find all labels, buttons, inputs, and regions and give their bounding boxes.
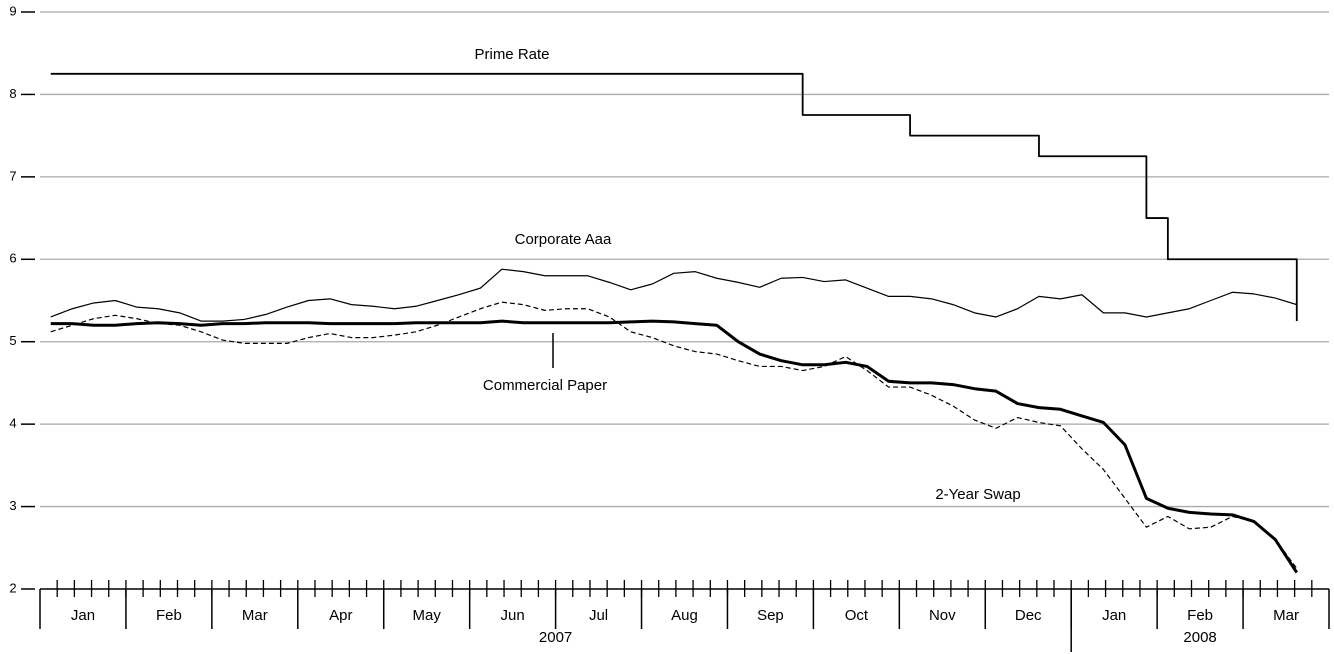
series-label: 2-Year Swap — [935, 486, 1020, 503]
x-tick-label: Mar — [242, 607, 268, 624]
x-group-label: 2007 — [539, 629, 572, 646]
x-tick-label: Jan — [71, 607, 95, 624]
y-tick-label: 2 — [9, 580, 16, 595]
series-line — [50, 72, 1298, 322]
y-tick-label: 4 — [9, 416, 16, 431]
y-tick-label: 6 — [9, 251, 16, 266]
series-line — [50, 319, 1299, 574]
x-tick-label: Oct — [845, 607, 869, 624]
x-tick-label: Jul — [589, 607, 608, 624]
x-tick-label: Feb — [1187, 607, 1213, 624]
y-tick-label: 5 — [9, 333, 16, 348]
y-tick-label: 7 — [9, 168, 16, 183]
y-tick-label: 8 — [9, 86, 16, 101]
y-tick-label: 3 — [9, 498, 16, 513]
x-tick-label: May — [413, 607, 442, 624]
x-tick-label: Nov — [929, 607, 956, 624]
x-tick-label: Feb — [156, 607, 182, 624]
series-label: Corporate Aaa — [515, 231, 612, 248]
x-tick-label: Sep — [757, 607, 784, 624]
x-tick-label: Apr — [329, 607, 352, 624]
series-label: Commercial Paper — [483, 377, 607, 394]
x-tick-label: Dec — [1015, 607, 1042, 624]
y-tick-label: 9 — [9, 3, 16, 18]
x-tick-label: Jan — [1102, 607, 1126, 624]
x-group-label: 2008 — [1183, 629, 1216, 646]
x-tick-label: Jun — [501, 607, 525, 624]
series-line — [50, 268, 1297, 322]
x-tick-label: Aug — [671, 607, 698, 624]
x-tick-label: Mar — [1273, 607, 1299, 624]
series-label: Prime Rate — [474, 46, 549, 63]
